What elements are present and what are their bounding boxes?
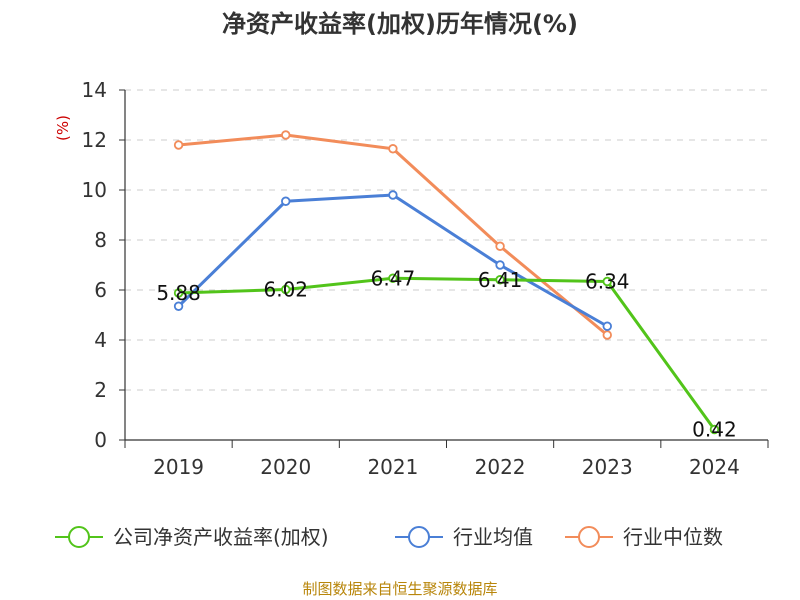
x-tick-label: 2020 [260,455,311,479]
x-tick-label: 2023 [582,455,633,479]
legend-marker [68,526,90,548]
x-tick-label: 2022 [475,455,526,479]
data-point [281,196,291,206]
chart-title: 净资产收益率(加权)历年情况(%) [222,10,578,38]
data-point [173,301,184,311]
data-label: 6.47 [371,266,416,290]
data-point [281,284,291,295]
y-tick-label: 6 [94,278,107,302]
x-tick-label: 2021 [367,455,418,479]
data-label: 0.42 [692,418,737,442]
data-labels: 5.88 6.02 6.47 6.41 6.34 0.42 [156,266,736,441]
x-tick-label: 2024 [689,455,740,479]
data-label: 5.88 [156,281,201,305]
data-point [281,130,291,140]
data-point [602,330,612,340]
legend-label: 行业中位数 [623,525,723,549]
source-note: 制图数据来自恒生聚源数据库 [302,580,497,598]
legend-item[interactable]: 行业中位数 [565,525,723,549]
y-tick-label: 0 [94,428,107,452]
series-1 [173,190,612,331]
grid-lines [125,89,768,391]
legend-item[interactable]: 行业均值 [395,525,533,549]
data-point [495,260,505,270]
data-point [495,241,505,251]
series-line [177,193,608,328]
data-point [173,140,184,150]
legend-marker [408,526,430,548]
series-line [178,133,609,337]
data-point [495,275,505,285]
y-axis-ticks: 0 2 4 6 8 10 12 14 [82,78,125,452]
y-tick-label: 12 [82,128,107,152]
data-point [602,276,612,287]
x-axis-ticks: 2019 2020 2021 2022 2023 2024 [124,440,769,479]
data-point [173,288,184,298]
y-tick-label: 2 [94,378,107,402]
y-tick-label: 8 [94,228,107,252]
series-2 [173,130,612,340]
x-tick-label: 2019 [153,455,204,479]
data-point [388,273,398,283]
y-tick-label: 10 [82,178,107,202]
data-point [388,190,398,200]
data-point [388,144,398,154]
data-label: 6.41 [478,268,523,292]
legend[interactable]: 公司净资产收益率(加权) 行业均值 行业中位数 [55,525,723,549]
y-axis-unit: (%) [54,115,72,141]
series-line [178,276,716,431]
legend-item[interactable]: 公司净资产收益率(加权) [55,525,329,549]
series-0 [173,273,720,435]
legend-label: 行业均值 [453,525,533,549]
series-layer [173,130,720,435]
y-tick-label: 4 [94,328,107,352]
y-tick-label: 14 [82,78,107,102]
data-label: 6.34 [585,270,630,294]
data-point [602,321,612,331]
legend-label: 公司净资产收益率(加权) [113,525,329,549]
legend-marker [578,526,600,548]
data-label: 6.02 [263,278,308,302]
data-point [709,424,720,435]
